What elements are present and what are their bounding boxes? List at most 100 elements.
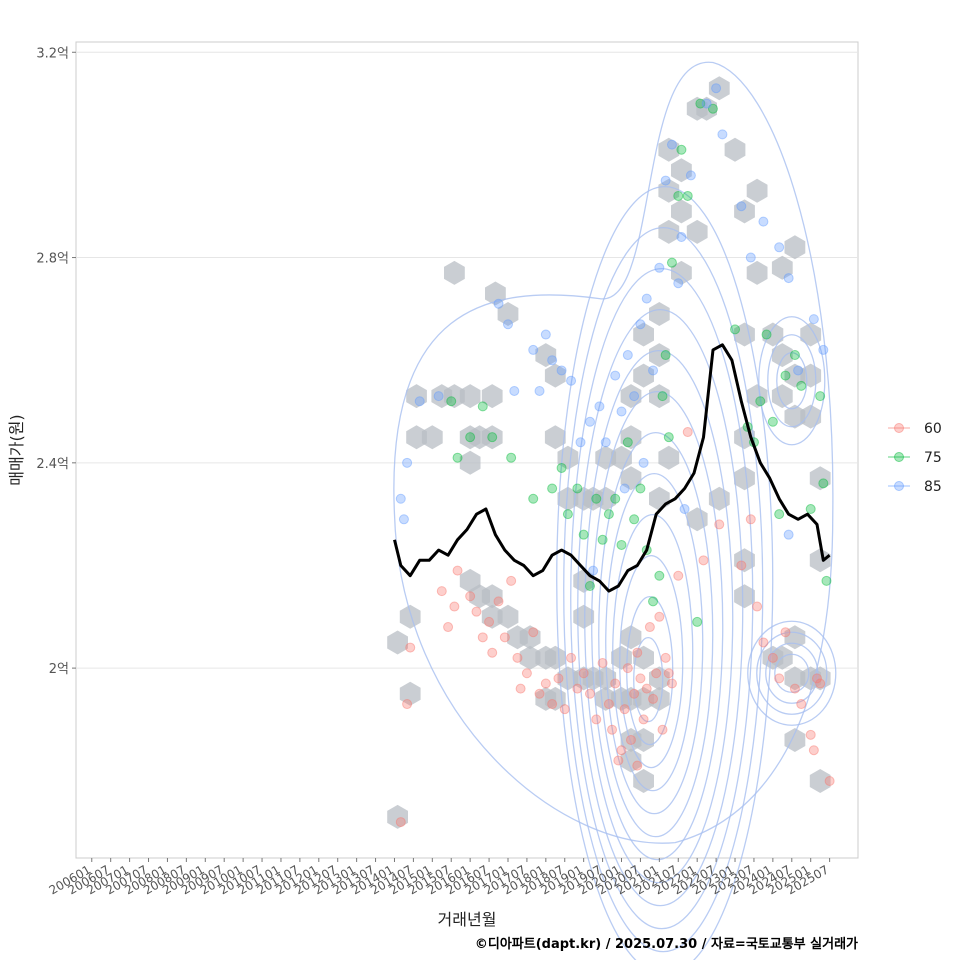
data-point bbox=[755, 396, 766, 407]
data-point bbox=[493, 298, 504, 309]
density-contour bbox=[570, 267, 754, 930]
data-point bbox=[692, 616, 703, 627]
y-axis-ticks: 2억 2.4억 2.8억 3.2억 bbox=[36, 46, 76, 677]
data-point bbox=[597, 657, 608, 668]
data-point bbox=[698, 555, 709, 566]
data-point bbox=[789, 683, 800, 694]
data-point bbox=[676, 144, 687, 155]
hexbin-cell bbox=[771, 255, 793, 280]
trend-line bbox=[393, 343, 831, 593]
hexbin-cell bbox=[658, 445, 680, 470]
data-point bbox=[597, 534, 608, 545]
density-contour bbox=[393, 61, 834, 844]
data-point bbox=[641, 683, 652, 694]
data-point bbox=[767, 652, 778, 663]
data-point bbox=[635, 673, 646, 684]
hexbin-cell bbox=[771, 343, 793, 368]
density-contour bbox=[774, 653, 810, 693]
hexbin-cell bbox=[809, 769, 831, 793]
hexbin-cell bbox=[406, 384, 427, 409]
data-point bbox=[566, 652, 577, 663]
data-point bbox=[578, 529, 589, 540]
hexbin-cell bbox=[620, 466, 642, 491]
data-point bbox=[666, 139, 677, 150]
data-point bbox=[629, 514, 640, 525]
hexbin-cell bbox=[633, 769, 654, 793]
data-point bbox=[635, 319, 646, 330]
data-point bbox=[707, 103, 718, 114]
data-point bbox=[534, 385, 545, 396]
hexbin-cell bbox=[633, 645, 654, 670]
grid-lines bbox=[76, 51, 858, 669]
data-point bbox=[603, 509, 614, 520]
data-point bbox=[660, 350, 671, 361]
hexbin-cell bbox=[485, 281, 506, 306]
data-point bbox=[815, 678, 826, 689]
data-point bbox=[622, 437, 633, 448]
data-point bbox=[619, 704, 630, 715]
data-point bbox=[540, 329, 551, 340]
hexbin-cell bbox=[535, 343, 557, 368]
hexbin-cell bbox=[762, 322, 784, 347]
hexbin-cell bbox=[497, 302, 519, 326]
data-point bbox=[575, 437, 586, 448]
data-point bbox=[676, 232, 687, 243]
data-point bbox=[635, 483, 646, 494]
data-point bbox=[572, 683, 583, 694]
hexbin-cell bbox=[658, 137, 680, 162]
data-point bbox=[695, 98, 706, 109]
data-point bbox=[566, 375, 577, 386]
hexbin-cell bbox=[734, 548, 755, 573]
density-contours bbox=[393, 61, 837, 960]
data-point bbox=[477, 401, 488, 412]
data-point bbox=[395, 817, 406, 828]
series-85 bbox=[395, 83, 829, 576]
hexbin-cell bbox=[544, 363, 566, 388]
data-point bbox=[465, 432, 476, 443]
density-contour bbox=[747, 620, 837, 726]
data-point bbox=[673, 278, 684, 289]
scatter-points bbox=[395, 83, 835, 828]
data-point bbox=[395, 493, 406, 504]
hexbin-cell bbox=[633, 322, 654, 347]
hexbin-cell bbox=[481, 425, 503, 450]
data-point bbox=[629, 391, 640, 402]
data-point bbox=[717, 129, 728, 140]
data-point bbox=[714, 519, 725, 530]
data-point bbox=[436, 586, 447, 597]
data-point bbox=[774, 509, 785, 520]
density-contour bbox=[577, 308, 744, 907]
data-point bbox=[745, 252, 756, 263]
data-point bbox=[547, 355, 558, 366]
hexbin-cell bbox=[800, 322, 822, 347]
data-point bbox=[506, 452, 517, 463]
data-point bbox=[663, 668, 674, 679]
hexbin-cell bbox=[544, 686, 566, 711]
hexbin-cell bbox=[459, 384, 481, 409]
data-point bbox=[616, 745, 627, 756]
data-point bbox=[398, 514, 409, 525]
hexbin-cell bbox=[809, 548, 831, 573]
hexbin-cell bbox=[649, 666, 670, 691]
hexbin-cell bbox=[620, 384, 642, 409]
data-point bbox=[815, 391, 826, 402]
density-contour bbox=[765, 642, 819, 704]
hexbin-cell bbox=[746, 260, 768, 285]
hexbin-cell bbox=[746, 178, 768, 203]
data-point bbox=[657, 391, 668, 402]
x-axis-title: 거래년월 bbox=[438, 910, 497, 929]
hexbin-cell bbox=[734, 466, 755, 491]
hexbin-cell bbox=[633, 686, 654, 711]
data-point bbox=[818, 344, 829, 355]
data-point bbox=[534, 688, 545, 699]
data-point bbox=[805, 729, 816, 740]
hexbin-cell bbox=[620, 625, 642, 650]
data-point bbox=[578, 668, 589, 679]
hexbin-cell bbox=[658, 219, 680, 244]
hexbin-cell bbox=[444, 384, 465, 409]
hexbin-cell bbox=[784, 728, 806, 752]
data-point bbox=[528, 493, 539, 504]
density-contour bbox=[563, 226, 764, 953]
hexbin-cell bbox=[686, 507, 708, 532]
data-point bbox=[572, 483, 583, 494]
